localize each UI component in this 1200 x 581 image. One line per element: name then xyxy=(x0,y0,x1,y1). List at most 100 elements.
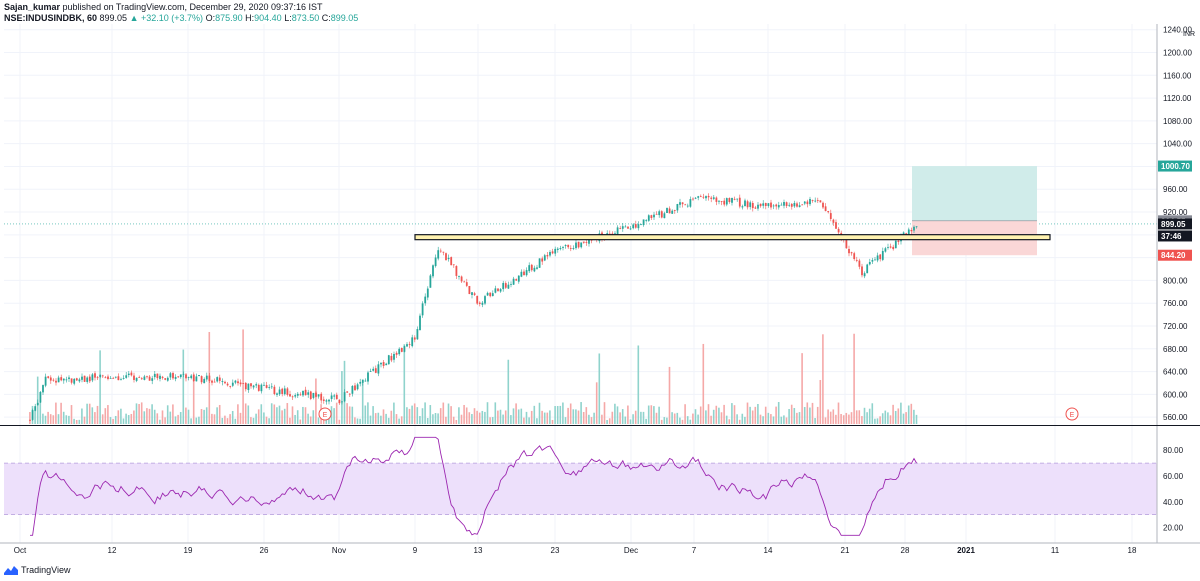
volume-bar xyxy=(432,414,434,424)
volume-bar xyxy=(707,404,710,424)
volume-bar xyxy=(304,407,307,424)
volume-bar xyxy=(858,410,861,424)
volume-bar xyxy=(702,343,705,424)
candle-body xyxy=(465,282,468,286)
candle-body xyxy=(871,260,874,262)
volume-bar xyxy=(499,409,502,424)
volume-bar xyxy=(439,408,442,424)
candle-body xyxy=(169,373,172,378)
target-zone xyxy=(912,166,1037,221)
volume-bar xyxy=(863,407,866,424)
candle-body xyxy=(723,200,726,205)
candle-body xyxy=(897,240,900,242)
volume-bar xyxy=(442,402,445,424)
candle-body xyxy=(291,396,294,398)
volume-bar xyxy=(117,410,120,424)
candle-body xyxy=(109,377,112,379)
volume-bar xyxy=(897,408,900,424)
rsi-tick-label: 40.00 xyxy=(1163,498,1184,507)
volume-bar xyxy=(172,404,174,424)
support-band xyxy=(414,234,1051,241)
candle-body xyxy=(294,395,297,397)
volume-bar xyxy=(780,416,783,424)
volume-bar xyxy=(185,407,187,424)
candle-body xyxy=(434,257,437,267)
volume-bar xyxy=(205,407,208,424)
volume-bar xyxy=(710,415,712,424)
volume-bar xyxy=(242,329,244,424)
volume-bar xyxy=(224,415,226,424)
candle-body xyxy=(406,344,408,347)
time-tick-label: 12 xyxy=(108,546,117,555)
candle-body xyxy=(621,226,624,229)
candle-body xyxy=(777,205,780,208)
candle-body xyxy=(148,376,151,381)
candle-body xyxy=(876,255,879,261)
volume-bar xyxy=(361,382,364,424)
volume-bar xyxy=(595,382,598,424)
volume-bar xyxy=(668,366,671,424)
price-label-box xyxy=(1158,160,1192,172)
volume-bar xyxy=(177,414,179,424)
candle-body xyxy=(439,250,442,252)
candle-body xyxy=(731,197,733,203)
volume-bar xyxy=(582,411,585,424)
candle-body xyxy=(354,385,356,391)
volume-bar xyxy=(283,408,286,424)
time-tick-label: 19 xyxy=(184,546,193,555)
position-zones[interactable] xyxy=(912,166,1037,256)
volume-bar xyxy=(382,409,385,424)
candle-body xyxy=(546,255,549,257)
candle-body xyxy=(845,240,848,249)
candle-body xyxy=(312,392,315,398)
candle-body xyxy=(489,292,492,297)
volume-bar xyxy=(744,416,746,424)
candle-body xyxy=(281,388,284,394)
price-tick-label: 1240.00 xyxy=(1163,26,1192,35)
volume-bar xyxy=(406,407,408,424)
volume-bar xyxy=(645,418,647,424)
volume-bar xyxy=(270,403,273,424)
candle-body xyxy=(816,200,819,201)
candle-body xyxy=(671,210,674,214)
candle-body xyxy=(749,202,752,207)
candle-body xyxy=(533,267,536,272)
candle-body xyxy=(263,384,265,386)
candle-body xyxy=(710,197,713,199)
volume-bar xyxy=(507,359,510,424)
candle-body xyxy=(203,379,206,384)
symbol-label[interactable]: NSE:INDUSINDBK, 60 xyxy=(4,13,98,23)
price-label-text: 37:46 xyxy=(1161,232,1182,241)
volume-bar xyxy=(684,404,686,424)
candle-body xyxy=(541,258,544,262)
volume-bar xyxy=(653,406,655,424)
candle-body xyxy=(377,364,380,374)
volume-bar xyxy=(148,408,151,424)
candle-body xyxy=(101,375,104,377)
time-tick-label: 7 xyxy=(692,546,697,555)
volume-bar xyxy=(694,409,697,424)
candle-body xyxy=(863,273,866,277)
brand-name[interactable]: TradingView xyxy=(21,565,71,575)
volume-bar xyxy=(767,412,770,424)
volume-bar xyxy=(237,404,239,424)
candle-body xyxy=(367,372,369,382)
volume-bar xyxy=(733,405,736,424)
candle-body xyxy=(317,394,320,397)
price-label-box xyxy=(1158,218,1192,230)
candle-body xyxy=(96,377,99,379)
volume-bar xyxy=(460,414,463,424)
volume-bar xyxy=(902,413,905,424)
volume-bar xyxy=(650,405,653,424)
price-tick-label: 680.00 xyxy=(1163,345,1188,354)
candle-body xyxy=(426,288,429,298)
author-name[interactable]: Sajan_kumar xyxy=(4,2,61,12)
volume-bar xyxy=(879,416,881,424)
candle-body xyxy=(767,203,770,206)
candle-body xyxy=(538,258,541,268)
volume-bar xyxy=(746,402,749,424)
candle-body xyxy=(224,381,226,384)
volume-bar xyxy=(192,377,195,424)
